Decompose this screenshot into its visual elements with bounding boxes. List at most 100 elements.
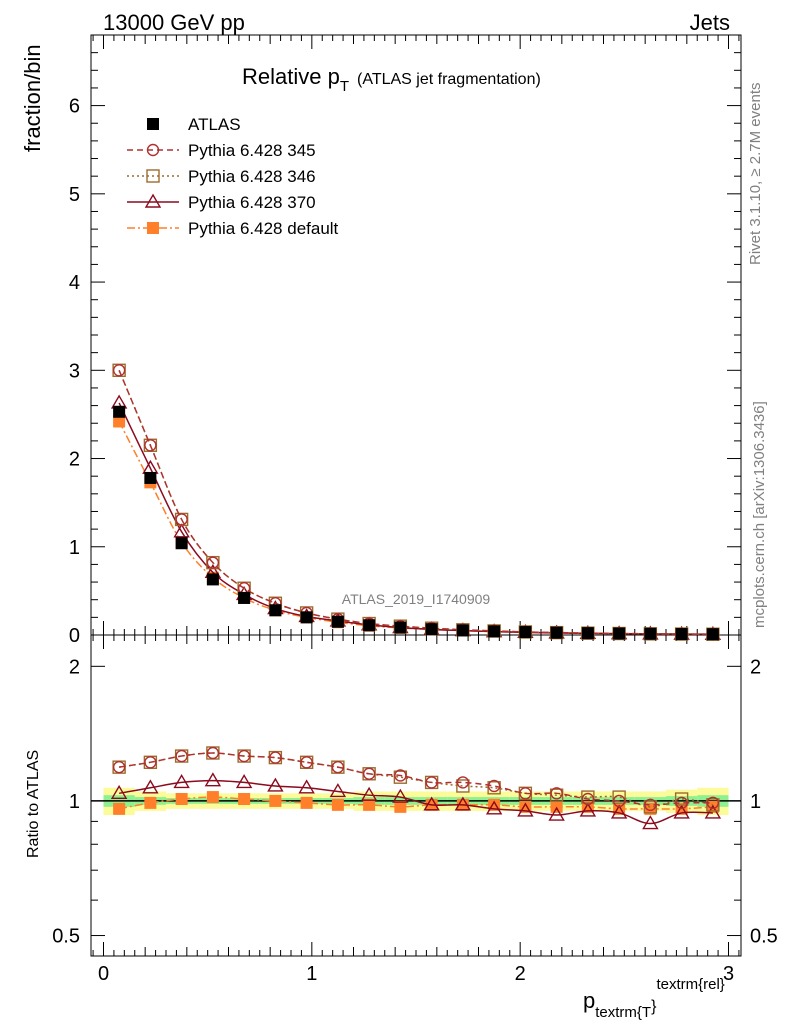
atlas-point: [144, 471, 157, 484]
ratio-pythia-6-428-370-point: [392, 788, 409, 803]
ratio-pythia-6-428-345-point: [394, 769, 407, 782]
ratio-pythia-6-428-345-point: [175, 749, 188, 763]
legend-marker: [147, 222, 159, 234]
atlas-point: [269, 604, 282, 617]
ratio-y-tick-label-right: 2: [750, 656, 761, 678]
x-axis-label: ptextrm{T}textrm{rel}: [583, 976, 725, 1021]
ratio-pythia-6-428-370-point: [423, 796, 440, 811]
legend-label: Pythia 6.428 default: [188, 219, 339, 238]
pythia-6-428-default-point: [113, 415, 126, 428]
ratio-pythia-6-428-345-point: [144, 756, 157, 769]
atlas-point: [613, 627, 626, 640]
atlas-point: [644, 627, 657, 640]
legend-marker: [146, 169, 160, 183]
ratio-pythia-6-428-370-point: [485, 800, 503, 815]
legend-label: Pythia 6.428 370: [188, 193, 316, 212]
x-tick-label: 1: [306, 963, 317, 985]
header-right: Jets: [690, 10, 730, 35]
mcplots-label: mcplots.cern.ch [arXiv:1306.3436]: [751, 401, 768, 628]
legend-label: ATLAS: [188, 115, 241, 134]
ratio-pythia-6-428-345-point: [112, 760, 126, 774]
ratio-pythia-6-428-370-point: [329, 783, 347, 798]
ratio-pythia-6-428-370-point: [548, 806, 565, 821]
ratio-pythia-6-428-370-point: [704, 804, 722, 819]
ratio-pythia-6-428-370-point: [267, 777, 284, 792]
pythia-6-428-345-point: [144, 439, 157, 452]
atlas-point: [550, 626, 563, 639]
ratio-pythia-6-428-345-point: [425, 776, 438, 789]
ratio-pythia-6-428-370-point: [298, 779, 315, 794]
atlas-point: [238, 591, 251, 604]
ratio-pythia-6-428-345-point: [487, 779, 501, 793]
ratio-pythia-6-428-370-point: [360, 786, 378, 801]
ratio-pythia-6-428-default-point: [300, 796, 313, 809]
ratio-pythia-6-428-346-point: [456, 779, 470, 793]
atlas-point: [394, 621, 407, 634]
atlas-point: [331, 615, 344, 628]
header-left: 13000 GeV pp: [103, 10, 245, 35]
ratio-pythia-6-428-370-point: [173, 774, 190, 789]
y-axis-label-bottom: Ratio to ATLAS: [25, 750, 42, 858]
chart-title: Relative pT (ATLAS jet fragmentation): [242, 64, 541, 95]
pythia-6-428-345-point: [175, 513, 188, 526]
ratio-pythia-6-428-345-point: [581, 792, 595, 806]
atlas-point: [300, 611, 313, 624]
ratio-pythia-6-428-346-point: [706, 798, 720, 812]
atlas-point: [425, 623, 438, 636]
ratio-pythia-6-428-345-point: [644, 798, 657, 812]
ratio-pythia-6-428-default-point: [206, 791, 219, 804]
y-tick-label: 0: [69, 625, 80, 647]
ratio-pythia-6-428-345-point: [675, 796, 688, 810]
ratio-y-tick-label-right: 1: [750, 791, 761, 813]
ratio-pythia-6-428-370-point: [610, 804, 628, 819]
ratio-pythia-6-428-default-point: [394, 800, 407, 813]
y-tick-label: 4: [69, 272, 80, 294]
ratio-pythia-6-428-345-point: [269, 751, 282, 764]
ratio-pythia-6-428-345-point: [237, 749, 251, 763]
ratio-y-tick-label: 2: [69, 656, 80, 678]
ratio-pythia-6-428-345-point: [206, 746, 220, 760]
ratio-pythia-6-428-370-point: [110, 784, 128, 800]
ratio-pythia-6-428-370-point: [235, 774, 253, 789]
atlas-point: [488, 625, 501, 638]
legend-label: Pythia 6.428 345: [188, 141, 316, 160]
atlas-point: [456, 624, 469, 637]
atlas-point: [675, 628, 688, 641]
analysis-label: ATLAS_2019_I1740909: [342, 591, 491, 607]
atlas-point: [113, 405, 126, 418]
legend-marker: [147, 118, 159, 130]
x-tick-label: 0: [98, 963, 109, 985]
ratio-pythia-6-428-default-point: [144, 796, 157, 809]
y-tick-label: 1: [69, 537, 80, 559]
ratio-pythia-6-428-345-point: [331, 760, 345, 774]
ratio-pythia-6-428-370-point: [142, 779, 159, 794]
ratio-pythia-6-428-370-point: [454, 796, 472, 811]
legend-marker: [146, 143, 160, 157]
atlas-point: [581, 627, 594, 640]
ratio-pythia-6-428-default-point: [644, 802, 657, 815]
ratio-pythia-6-428-default-point: [113, 802, 126, 815]
ratio-pythia-6-428-345-point: [300, 756, 313, 769]
ratio-pythia-6-428-345-line: [119, 752, 713, 806]
ratio-pythia-6-428-345-point: [362, 767, 376, 780]
rivet-label: Rivet 3.1.10, ≥ 2.7M events: [747, 83, 764, 266]
y-tick-label: 5: [69, 184, 80, 206]
ratio-pythia-6-428-370-point: [579, 802, 597, 817]
atlas-point: [363, 619, 376, 632]
ratio-pythia-6-428-370-line: [118, 779, 713, 825]
ratio-pythia-6-428-370-point: [673, 804, 690, 819]
x-tick-label: 3: [723, 963, 734, 985]
atlas-point: [706, 628, 719, 641]
ratio-pythia-6-428-default-point: [331, 798, 344, 811]
y-tick-label: 3: [69, 360, 80, 382]
y-axis-label-top: fraction/bin: [20, 44, 45, 152]
ratio-pythia-6-428-345-point: [612, 794, 626, 808]
ratio-pythia-6-428-default-point: [363, 798, 376, 811]
ratio-pythia-6-428-346-point: [581, 790, 595, 804]
ratio-pythia-6-428-345-point: [550, 787, 563, 800]
ratio-pythia-6-428-default-point: [238, 792, 251, 805]
legend-label: Pythia 6.428 346: [188, 167, 316, 186]
ratio-pythia-6-428-346-point: [612, 790, 626, 804]
atlas-point: [175, 537, 188, 550]
